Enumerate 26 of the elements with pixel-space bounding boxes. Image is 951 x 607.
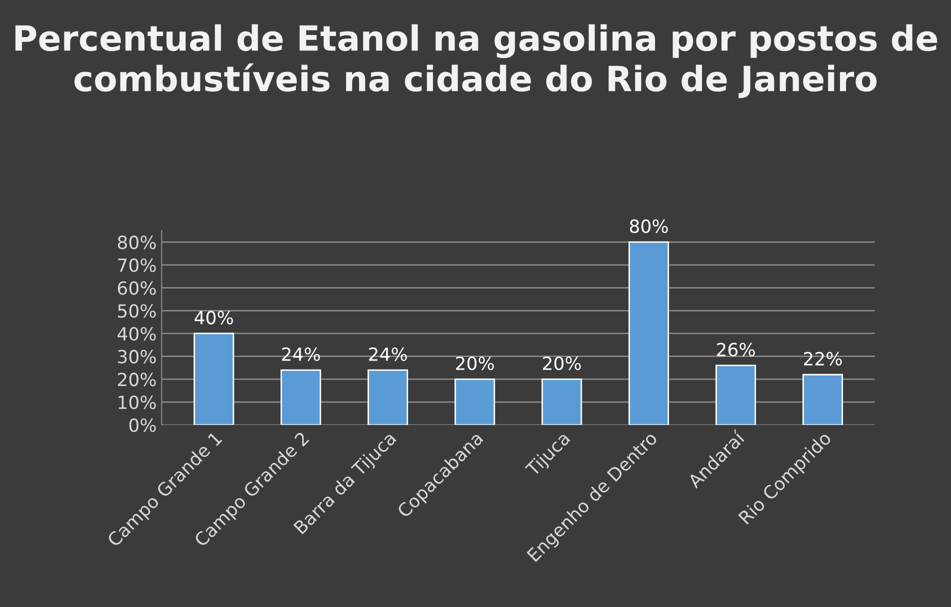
y-tick-label: 60% (118, 281, 156, 295)
bar (715, 364, 756, 425)
y-tick-label: 70% (118, 258, 156, 272)
bar (454, 378, 496, 425)
bar (280, 369, 322, 425)
y-tick-label: 0% (129, 418, 156, 432)
y-tick-label: 20% (118, 372, 156, 386)
data-label: 26% (717, 342, 755, 356)
bar (194, 332, 234, 425)
bar (802, 374, 843, 425)
data-label: 22% (804, 352, 842, 366)
bar (368, 369, 408, 425)
chart-title: Percentual de Etanol na gasolina por postos de combustíveis na cidade do Rio de Janeiro (15, 24, 938, 98)
y-tick-label: 80% (118, 236, 156, 250)
y-tick-label: 50% (118, 304, 156, 318)
bar (628, 241, 670, 425)
data-label: 24% (369, 347, 407, 361)
data-label: 20% (543, 356, 581, 370)
data-label: 20% (456, 356, 494, 370)
y-tick-label: 10% (118, 396, 156, 410)
y-tick-label: 40% (118, 326, 156, 341)
data-label: 80% (630, 219, 668, 234)
data-label: 40% (194, 310, 233, 324)
bar (542, 378, 582, 425)
data-label: 24% (282, 347, 320, 361)
y-tick-label: 30% (118, 350, 156, 364)
